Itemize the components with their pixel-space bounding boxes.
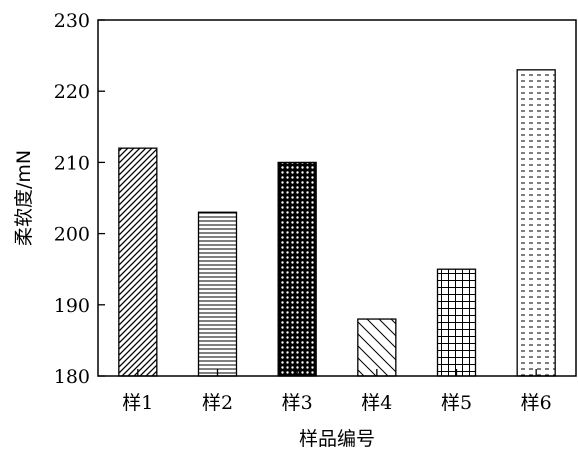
- y-axis-title: 柔软度/mN: [13, 150, 35, 246]
- bar-2: [197, 211, 238, 377]
- bars-layer: [118, 69, 556, 377]
- x-tick-label: 样1: [122, 392, 153, 414]
- y-tick-label: 210: [54, 152, 90, 174]
- y-tick-label: 200: [54, 224, 90, 246]
- plot-frame: [97, 19, 577, 377]
- y-tick-label: 230: [54, 10, 90, 32]
- axes-layer: 180 190 200 210 220 230 样1 样2 样3 样4 样5 样6: [54, 10, 577, 414]
- x-tick-label: 样3: [282, 392, 313, 414]
- bar-6: [516, 69, 556, 377]
- bar-4: [357, 318, 397, 377]
- x-tick-label: 样2: [202, 392, 233, 414]
- bar-1: [118, 147, 158, 377]
- y-tick-label: 180: [54, 366, 90, 388]
- y-tick-label: 190: [54, 295, 90, 317]
- x-tick-label: 样4: [361, 392, 392, 414]
- y-tick-label: 220: [54, 81, 90, 103]
- bar-3: [277, 161, 317, 377]
- x-tick-label: 样6: [521, 392, 552, 414]
- bar-5: [436, 268, 477, 377]
- x-axis-title: 样品编号: [299, 428, 375, 450]
- x-tick-label: 样5: [441, 392, 472, 414]
